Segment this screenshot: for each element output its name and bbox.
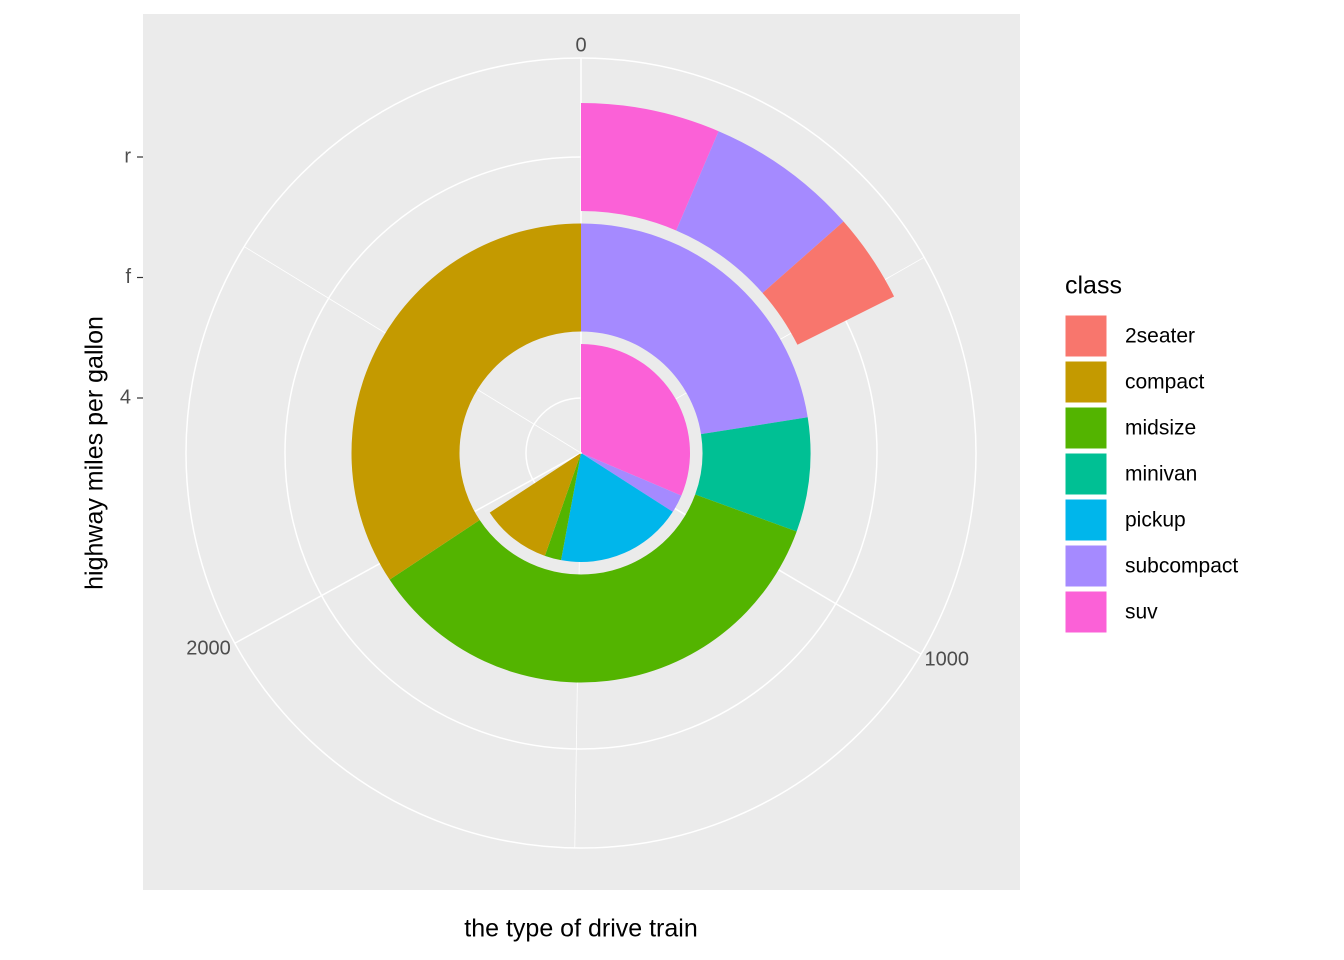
legend-label: minivan	[1125, 463, 1197, 486]
legend-title: class	[1065, 272, 1122, 300]
legend-key	[1064, 498, 1108, 542]
bar-segment	[676, 131, 844, 293]
legend-key	[1064, 590, 1108, 634]
legend-label: pickup	[1125, 509, 1186, 532]
legend-label: midsize	[1125, 417, 1196, 440]
legend-key	[1064, 544, 1108, 588]
bar-segment	[561, 453, 673, 562]
legend-key	[1064, 360, 1108, 404]
bar-segment	[544, 453, 581, 561]
bar-segment	[581, 223, 808, 435]
theta-tick-label: 1000	[925, 648, 970, 670]
y-tick-label: 4	[120, 386, 131, 408]
y-tick-label: r	[124, 145, 131, 167]
bar-segment	[695, 417, 811, 532]
legend-key	[1064, 314, 1108, 358]
bar-segment	[581, 103, 719, 231]
legend-key	[1064, 406, 1108, 450]
legend-label: compact	[1125, 371, 1205, 394]
theta-tick-label: 2000	[186, 637, 231, 659]
legend-key	[1064, 452, 1108, 496]
legend-label: suv	[1125, 601, 1158, 624]
y-axis-title: highway miles per gallon	[81, 316, 109, 590]
bar-segment	[581, 344, 690, 496]
bar-segment	[389, 494, 797, 683]
bar-segment	[489, 453, 581, 556]
bar-segment	[762, 221, 895, 345]
theta-tick-label: 0	[575, 34, 586, 56]
bar-segment	[351, 223, 581, 580]
bar-segment	[581, 453, 682, 512]
x-axis-title: the type of drive train	[464, 915, 697, 943]
legend-label: 2seater	[1125, 325, 1195, 348]
legend-label: subcompact	[1125, 555, 1238, 578]
y-tick-label: f	[125, 266, 131, 288]
